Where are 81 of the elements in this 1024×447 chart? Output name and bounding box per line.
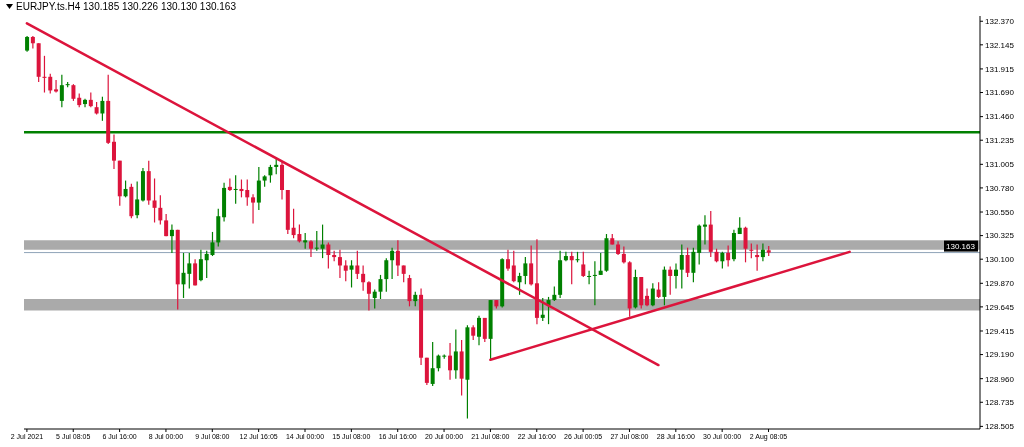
candlestick — [743, 226, 748, 263]
y-tick-label: 130.780 — [985, 183, 1015, 193]
candlestick — [355, 250, 360, 280]
candlestick — [650, 282, 655, 307]
ref-line-label: 130.163 — [946, 242, 976, 252]
y-tick-label: 129.190 — [985, 350, 1015, 360]
candlestick — [511, 250, 516, 283]
candlestick — [314, 230, 319, 252]
y-tick-label: 131.005 — [985, 160, 1015, 170]
candlestick — [453, 328, 458, 380]
y-tick-label: 129.645 — [985, 302, 1015, 312]
candlestick — [59, 74, 64, 108]
candlestick — [395, 239, 400, 277]
candlestick — [726, 244, 731, 268]
candlestick — [529, 244, 534, 286]
candlestick — [343, 259, 348, 282]
y-tick-label: 130.100 — [985, 255, 1015, 265]
y-tick-label: 132.145 — [985, 40, 1015, 50]
candlestick — [42, 55, 47, 94]
candlestick — [563, 251, 568, 262]
y-tick-label: 131.235 — [985, 136, 1015, 146]
candlestick — [702, 214, 707, 246]
y-tick-label: 129.415 — [985, 326, 1015, 336]
candlestick — [320, 224, 325, 259]
candlestick — [587, 270, 592, 285]
candlestick — [193, 258, 198, 286]
candlestick — [135, 181, 140, 219]
candlestick — [384, 257, 389, 293]
candlestick — [407, 274, 412, 307]
candlestick — [337, 249, 342, 279]
candlestick — [245, 178, 250, 207]
candlestick — [505, 249, 510, 272]
candlestick — [152, 177, 157, 224]
candlestick — [378, 274, 383, 300]
candlestick — [169, 224, 174, 254]
y-tick-label: 132.370 — [985, 17, 1015, 27]
candlestick — [482, 317, 487, 343]
candlestick — [227, 177, 232, 192]
y-tick-label: 130.550 — [985, 207, 1015, 217]
candlestick — [569, 251, 574, 285]
candlestick — [390, 247, 395, 280]
candlestick — [691, 247, 696, 283]
candlestick — [685, 247, 690, 278]
candlestick — [760, 242, 765, 262]
y-tick-label: 131.915 — [985, 64, 1015, 74]
candlestick — [366, 280, 371, 312]
candlestick — [361, 264, 366, 292]
candlestick — [679, 243, 684, 290]
candlestick — [233, 174, 238, 205]
candlestick — [755, 243, 760, 272]
chart-title: EURJPY.ts.H4 130.185 130.226 130.130 130.163 — [16, 1, 236, 12]
y-tick-label: 129.870 — [985, 279, 1015, 289]
candlestick — [372, 288, 377, 310]
candlestick — [581, 251, 586, 278]
candlestick — [668, 265, 673, 296]
candlestick — [308, 239, 313, 258]
candlestick — [523, 256, 528, 285]
y-tick-label: 130.325 — [985, 231, 1015, 241]
candlestick — [111, 133, 116, 170]
candlestick — [674, 262, 678, 290]
candlestick — [251, 193, 256, 225]
candlestick — [54, 79, 59, 94]
y-tick-label: 131.460 — [985, 112, 1015, 122]
y-tick-label: 128.735 — [985, 398, 1015, 408]
candlestick — [158, 194, 163, 226]
candlestick — [326, 241, 331, 270]
candlestick — [598, 252, 603, 276]
candlestick — [517, 272, 522, 296]
y-tick-label: 128.960 — [985, 374, 1015, 384]
candlestick — [430, 341, 435, 387]
y-tick-label: 131.690 — [985, 88, 1015, 98]
candlestick — [100, 96, 105, 122]
candlestick — [540, 297, 545, 322]
candlestick — [448, 342, 453, 381]
candlestick — [256, 166, 261, 211]
candlestick — [592, 260, 597, 306]
candlestick — [477, 315, 482, 346]
candlestick — [48, 73, 53, 95]
candlestick — [349, 259, 354, 289]
candlestick — [198, 249, 203, 282]
y-tick-label: 128.505 — [985, 422, 1015, 432]
